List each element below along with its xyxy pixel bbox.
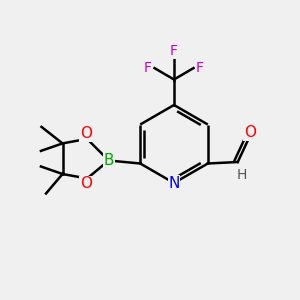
Text: F: F bbox=[170, 44, 178, 58]
Text: F: F bbox=[196, 61, 204, 75]
Text: O: O bbox=[244, 125, 256, 140]
Text: F: F bbox=[144, 61, 152, 75]
Text: N: N bbox=[168, 176, 180, 190]
Text: B: B bbox=[103, 153, 114, 168]
Text: H: H bbox=[237, 168, 247, 182]
Text: O: O bbox=[80, 176, 92, 191]
Text: O: O bbox=[80, 126, 92, 141]
